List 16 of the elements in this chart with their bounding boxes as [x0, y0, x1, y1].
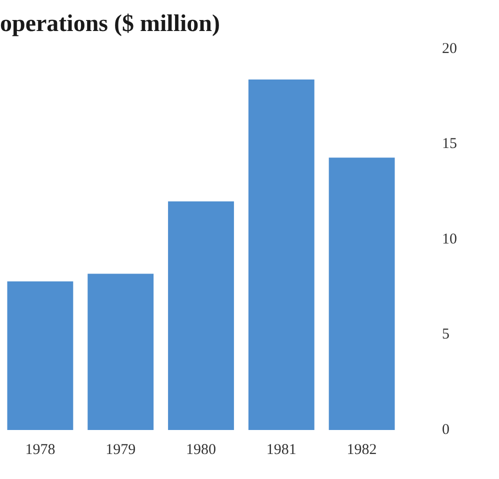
y-tick-label: 15 [442, 136, 457, 152]
x-tick-label: 1981 [266, 442, 296, 458]
y-tick-label: 5 [442, 326, 450, 343]
x-tick-label: 1978 [25, 442, 56, 458]
chart-title: operations ($ million) [0, 10, 220, 37]
y-tick-label: 0 [442, 422, 450, 438]
x-tick-label: 1980 [186, 442, 216, 458]
bar [168, 201, 234, 430]
y-tick-label: 20 [442, 40, 457, 57]
bar [7, 281, 74, 430]
y-tick-label: 10 [442, 231, 457, 248]
bar [248, 79, 314, 430]
bar [88, 274, 154, 430]
bar [328, 158, 395, 430]
x-tick-label: 1982 [346, 442, 377, 458]
x-tick-label: 1979 [106, 442, 136, 458]
